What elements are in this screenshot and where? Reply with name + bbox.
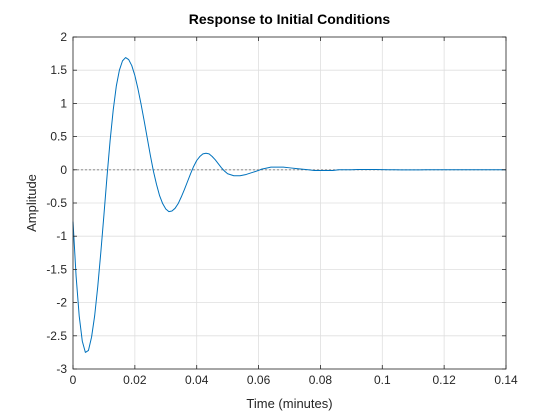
y-tick-label: 1.5 (50, 63, 67, 77)
series-line (72, 57, 506, 353)
x-tick-label: 0.02 (123, 373, 147, 387)
y-tick-label: 1 (60, 96, 67, 110)
x-tick-label: 0.04 (185, 373, 209, 387)
x-tick-label: 0 (70, 373, 77, 387)
y-axis-label: Amplitude (24, 174, 39, 232)
x-axis-ticks: 0 0.02 0.04 0.06 0.08 0.1 0.12 0.14 (70, 37, 518, 387)
x-tick-label: 0.1 (374, 373, 391, 387)
y-tick-label: -0.5 (46, 196, 67, 210)
y-tick-label: 2 (60, 30, 67, 44)
x-tick-label: 0.08 (309, 373, 333, 387)
y-tick-label: -1 (56, 229, 67, 243)
y-axis-ticks: -3 -2.5 -2 -1.5 -1 -0.5 0 0.5 1 1.5 2 (46, 30, 506, 376)
x-tick-label: 0.14 (494, 373, 518, 387)
y-tick-label: 0 (60, 163, 67, 177)
y-tick-label: -3 (56, 362, 67, 376)
x-tick-label: 0.12 (432, 373, 456, 387)
y-tick-label: -1.5 (46, 262, 67, 276)
y-tick-label: 0.5 (50, 130, 67, 144)
y-tick-label: -2.5 (46, 329, 67, 343)
series-layer (72, 57, 506, 353)
x-tick-label: 0.06 (247, 373, 271, 387)
chart-title: Response to Initial Conditions (189, 11, 391, 27)
x-axis-label: Time (minutes) (246, 396, 332, 411)
y-tick-label: -2 (56, 296, 67, 310)
